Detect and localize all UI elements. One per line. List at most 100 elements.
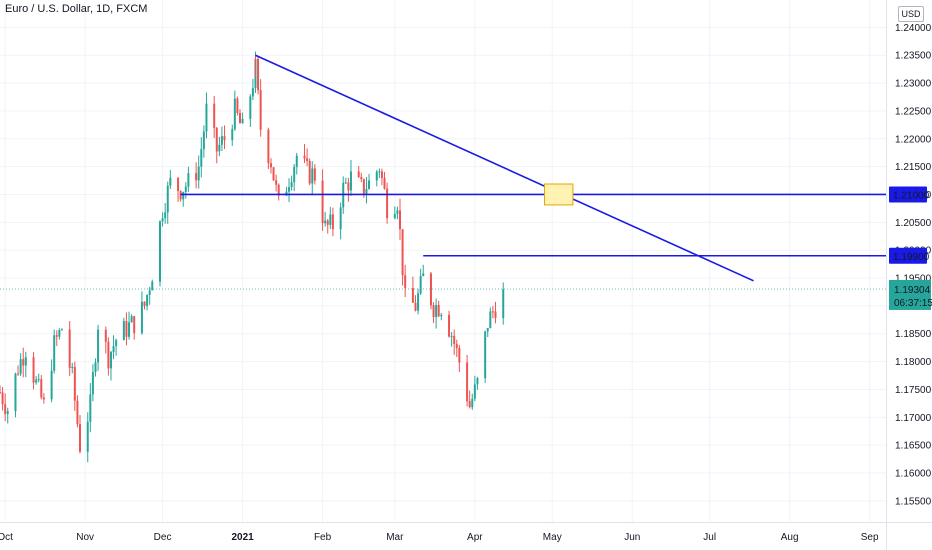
candle-body — [429, 273, 432, 306]
candle-body — [489, 311, 492, 329]
candle-body — [50, 370, 53, 400]
currency-button[interactable]: USD — [898, 6, 924, 22]
candle-body — [288, 187, 291, 192]
candle-body — [484, 331, 487, 379]
candle-body — [295, 155, 298, 167]
candle-body — [89, 394, 92, 422]
candle-body — [60, 329, 63, 331]
trendline[interactable] — [255, 54, 754, 282]
candle-body — [347, 182, 350, 191]
candle-body — [94, 362, 97, 373]
candle-body — [223, 136, 226, 141]
candle-body — [290, 182, 293, 188]
candle-body — [471, 398, 474, 408]
candle-body — [128, 322, 131, 337]
candle-body — [19, 359, 22, 374]
x-tick-label: Aug — [781, 532, 799, 543]
candle-body — [169, 177, 172, 186]
candle-body — [448, 314, 451, 337]
candle-body — [197, 166, 200, 181]
candle-body — [396, 210, 399, 214]
candle-body — [140, 301, 143, 334]
candle-body — [107, 341, 110, 369]
highlight-zone[interactable] — [544, 183, 574, 206]
candle-body — [97, 329, 100, 363]
candle-body — [76, 400, 79, 425]
candle-body — [435, 305, 438, 317]
candle-body — [313, 168, 316, 181]
candle-body — [251, 88, 254, 97]
candle-body — [202, 131, 205, 150]
y-tick-label: 1.16500 — [895, 441, 932, 452]
x-tick-label: Oct — [0, 532, 13, 543]
candle-body — [375, 171, 378, 181]
candle-body — [432, 305, 435, 317]
candle-body — [177, 177, 180, 192]
candle-body — [71, 366, 74, 368]
candle-body — [275, 180, 278, 185]
candle-body — [259, 90, 262, 130]
candle-body — [236, 98, 239, 113]
y-tick-label: 1.17500 — [895, 385, 932, 396]
candle-body — [393, 213, 396, 219]
candle-body — [455, 344, 458, 348]
candle-body — [233, 98, 236, 130]
candle-body — [267, 129, 270, 164]
candle-body — [324, 220, 327, 224]
candle-body — [130, 316, 133, 323]
candle-body — [17, 373, 20, 375]
candle-body — [220, 136, 223, 145]
candle-body — [453, 335, 456, 345]
y-tick-label: 1.23000 — [895, 79, 932, 90]
candle-body — [143, 301, 146, 307]
candle-body — [37, 379, 40, 381]
candle-body — [115, 340, 118, 346]
candle-body — [91, 372, 94, 395]
candle-body — [68, 329, 71, 368]
candle-body — [55, 335, 58, 337]
candle-body — [450, 335, 453, 337]
x-tick-label: Jun — [624, 532, 640, 543]
candle-body — [293, 166, 296, 183]
candle-body — [73, 366, 76, 401]
candle-body — [466, 362, 469, 402]
x-tick-label: Nov — [76, 532, 94, 543]
candle-body — [184, 186, 187, 192]
candle-body — [4, 404, 7, 414]
candle-body — [329, 214, 332, 225]
y-tick-label: 1.24000 — [895, 23, 932, 34]
candle-body — [213, 103, 216, 128]
candle-body — [86, 421, 89, 452]
candle-body — [42, 397, 45, 400]
candle-body — [35, 379, 38, 383]
candle-body — [125, 321, 128, 337]
candle-body — [417, 293, 420, 311]
x-tick-label: 2021 — [231, 532, 254, 543]
candle-body — [109, 351, 112, 369]
candle-body — [0, 392, 1, 394]
candle-body — [277, 184, 280, 196]
candle-body — [360, 176, 363, 180]
candle-body — [380, 171, 383, 178]
candle-body — [22, 359, 25, 366]
candle-body — [148, 290, 151, 296]
candle-body — [411, 287, 414, 303]
x-tick-label: Feb — [314, 532, 332, 543]
candle-body — [195, 173, 198, 181]
x-tick-label: Apr — [467, 532, 483, 543]
candle-body — [104, 329, 107, 342]
candle-body — [473, 384, 476, 399]
candle-body — [257, 58, 260, 91]
candle-body — [458, 347, 461, 363]
candle-body — [205, 103, 208, 132]
candle-body — [6, 411, 9, 414]
candle-body — [161, 218, 164, 222]
candle-body — [166, 185, 169, 213]
last-price-label: 1.19304 — [894, 285, 931, 296]
candle-body — [218, 144, 221, 152]
candle-body — [362, 179, 365, 194]
y-tick-label: 1.15500 — [895, 496, 932, 507]
candle-body — [249, 96, 252, 119]
